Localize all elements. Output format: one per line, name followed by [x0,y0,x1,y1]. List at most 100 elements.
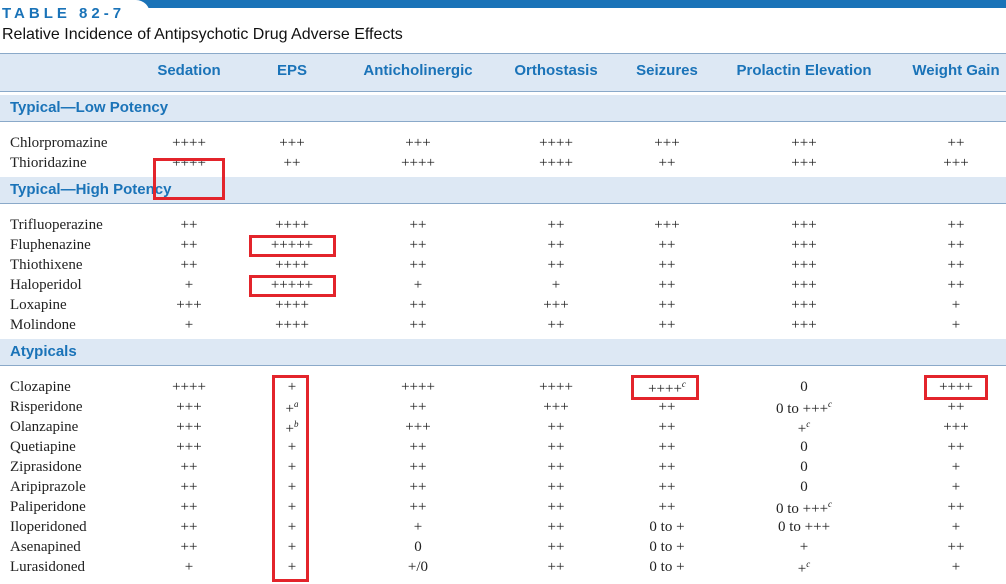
drug-name: Clozapine [10,379,71,395]
table-cell: +++++ [270,277,314,293]
table-cell: ++ [547,559,565,575]
table-cell: ++ [947,399,965,415]
table-cell: ++ [658,317,676,333]
table-cell: ++ [409,499,427,515]
table-row: Haloperidol + +++++ + + ++ +++ ++ [0,276,1006,296]
drug-name: Trifluoperazine [10,217,103,233]
drug-name: Ziprasidone [10,459,82,475]
table-cell: ++ [547,257,565,273]
top-rule [0,0,1006,8]
table-cell: +++ [279,135,305,151]
table-cell: 0 to +++c [775,499,833,517]
table-cell: +++ [405,419,431,435]
table-cell: ++ [547,439,565,455]
table-cell: 0 [800,379,808,395]
table-cell: ++ [658,459,676,475]
table-cell: ++ [547,237,565,253]
table-cell: + [184,317,194,333]
table-cell: ++ [658,399,676,415]
drug-name: Quetiapine [10,439,76,455]
column-header: Anticholinergic [363,62,473,79]
table-cell: ++ [180,237,198,253]
highlight-box [249,235,336,257]
table-cell: ++++ [275,257,309,273]
table-cell: +++ [943,419,969,435]
section-header: Typical—Low Potency [0,95,1006,122]
table-cell: +++ [791,317,817,333]
highlight-box [924,375,988,400]
table-cell: ++ [283,155,301,171]
table-cell: 0 [414,539,422,555]
table-cell: ++ [409,459,427,475]
table-cell: ++++ [539,155,573,171]
table-cell: ++ [947,217,965,233]
drug-name: Thioridazine [10,155,87,171]
table-cell: ++ [180,459,198,475]
column-header: EPS [276,62,308,79]
table-cell: ++ [658,237,676,253]
section-header: Typical—High Potency [0,177,1006,204]
drug-name: Molindone [10,317,76,333]
table-cell: +++ [791,135,817,151]
table-cell: 0 [800,439,808,455]
table-row: Lurasidoned + + +/0 ++ 0 to + +c + [0,558,1006,578]
table-cell: + [951,559,961,575]
table-cell: +++ [791,237,817,253]
table-cell: 0 to + [649,519,685,535]
table-row: Asenapined ++ +0 ++ 0 to + + ++ [0,538,1006,558]
table-cell: ++ [547,539,565,555]
section-label: Typical—High Potency [10,181,172,198]
table-cell: + [287,379,297,395]
table-row: Thiothixene ++ ++++ ++ ++ ++ +++ ++ [0,256,1006,276]
table-cell: + [951,297,961,313]
table-cell: +++ [176,439,202,455]
table-row: Risperidone +++ +a ++ +++ ++ 0 to +++c ++ [0,398,1006,418]
table-cell: +++++ [270,237,314,253]
table-cell: +++ [654,135,680,151]
table-label-tab [0,0,150,20]
drug-name: Aripiprazole [10,479,86,495]
table-cell: ++++c [648,379,686,397]
table-cell: +++ [791,297,817,313]
table-cell: + [287,519,297,535]
table-cell: +++ [176,399,202,415]
table-cell: ++ [547,499,565,515]
table-cell: + [799,539,809,555]
table-cell: +++ [543,297,569,313]
table-number: TABLE 82-7 [2,5,126,22]
table-cell: ++ [947,237,965,253]
drug-name: Asenapined [10,539,81,555]
table-cell: + [951,317,961,333]
table-cell: + [413,519,423,535]
drug-name: Chlorpromazine [10,135,108,151]
table-cell: +++ [943,155,969,171]
table-cell: ++++ [172,135,206,151]
highlight-box [249,275,336,297]
drug-name: Risperidone [10,399,83,415]
table-cell: ++ [409,399,427,415]
table-row: Molindone + ++++ ++ ++ ++ +++ + [0,316,1006,336]
table-cell: + [551,277,561,293]
table-title: Relative Incidence of Antipsychotic Drug… [2,26,403,43]
table-cell: +c [797,419,811,437]
section-header: Atypicals [0,339,1006,366]
table-cell: ++ [658,155,676,171]
table-cell: ++++ [275,297,309,313]
table-cell: 0 to +++ [777,519,831,535]
table-cell: + [184,277,194,293]
table-cell: ++ [658,439,676,455]
table-cell: ++ [409,317,427,333]
table-cell: ++++ [401,155,435,171]
table-cell: +++ [176,297,202,313]
table-cell: 0 to + [649,539,685,555]
table-cell: +b [285,419,299,437]
table-cell: + [287,499,297,515]
table-cell: ++ [547,217,565,233]
drug-name: Fluphenazine [10,237,91,253]
table-cell: 0 to +++c [775,399,833,417]
table-cell: + [287,439,297,455]
drug-name: Olanzapine [10,419,79,435]
table-cell: + [184,559,194,575]
section-label: Atypicals [10,343,77,360]
table-cell: ++++ [539,379,573,395]
